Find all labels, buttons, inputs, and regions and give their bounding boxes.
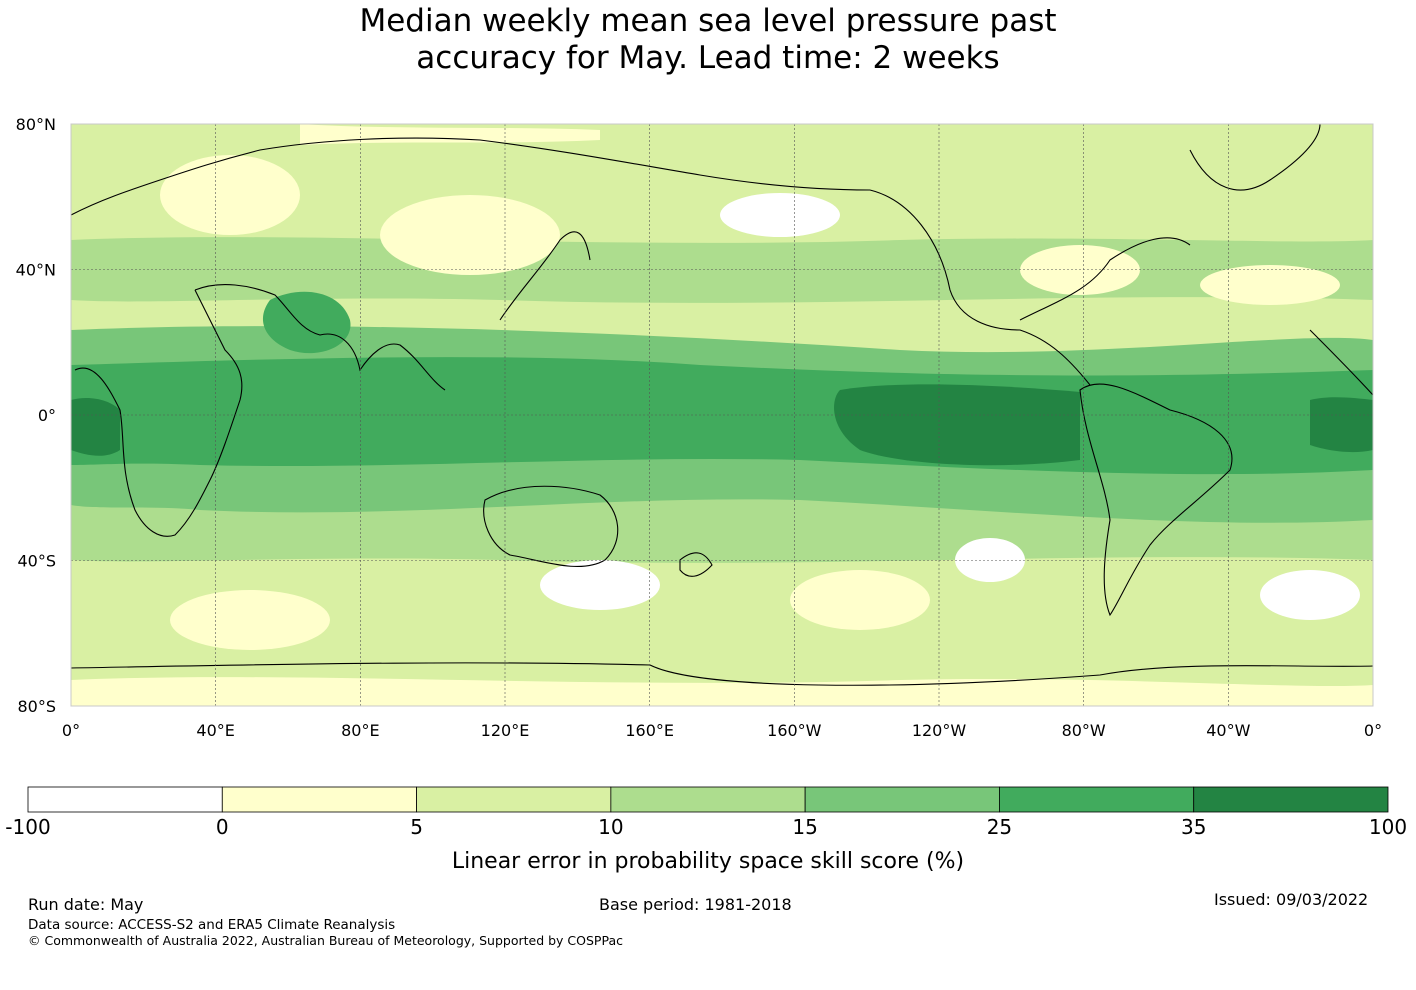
band-north — [71, 237, 1373, 303]
patch-southern-ocean-4 — [790, 570, 930, 630]
patch-southern-ocean-3 — [1260, 570, 1360, 620]
lon-label: 0° — [62, 721, 80, 740]
patch-north-atlantic — [1200, 265, 1340, 305]
lon-label: 40°E — [196, 721, 234, 740]
lat-label: 40°N — [16, 261, 56, 280]
colorbar-segment — [610, 786, 806, 813]
coastlines — [71, 124, 1373, 686]
patch-north-pacific — [720, 193, 840, 237]
lon-label: 80°E — [341, 721, 379, 740]
core-east-pacific — [834, 384, 1080, 466]
lon-label: 160°E — [625, 721, 674, 740]
lon-label: 0° — [1364, 721, 1382, 740]
colorbar-tick-label: 10 — [598, 815, 623, 839]
base-period: Base period: 1981-2018 — [599, 895, 792, 914]
patch-central-asia — [380, 195, 560, 275]
core-west-africa — [1310, 397, 1373, 453]
title-line-1: Median weekly mean sea level pressure pa… — [359, 3, 1057, 39]
coast-new-zealand — [679, 552, 713, 577]
colorbar-segment — [416, 786, 612, 813]
colorbar-segment — [999, 786, 1195, 813]
lat-label: 80°N — [16, 115, 56, 134]
patch-southern-ocean-1 — [540, 560, 660, 610]
colorbar-tick-label: 0 — [216, 815, 229, 839]
patch-southern-ocean-2 — [955, 538, 1025, 582]
colorbar-label: Linear error in probability space skill … — [452, 849, 964, 874]
lon-label: 120°E — [481, 721, 530, 740]
colorbar-tick-label: 15 — [792, 815, 817, 839]
issued-date: Issued: 09/03/2022 — [1214, 890, 1369, 909]
patch-europe — [160, 155, 300, 235]
run-date: Run date: May — [28, 895, 144, 914]
lon-label: 120°W — [912, 721, 967, 740]
colorbar — [27, 786, 1389, 813]
title-line-2: accuracy for May. Lead time: 2 weeks — [416, 40, 1000, 76]
coast-greenland — [1189, 124, 1321, 191]
skill-field — [71, 124, 1373, 706]
data-source: Data source: ACCESS-S2 and ERA5 Climate … — [28, 917, 396, 933]
coast-australia — [483, 485, 619, 567]
colorbar-segment — [27, 786, 223, 813]
lat-label: 80°S — [17, 697, 56, 716]
coast-west-north-america — [869, 189, 1091, 386]
map-frame — [70, 123, 1374, 707]
copyright: © Commonwealth of Australia 2022, Austra… — [28, 933, 623, 948]
lat-label: 0° — [38, 406, 56, 425]
coast-africa — [74, 289, 243, 537]
core-east-atlantic — [71, 398, 120, 456]
coast-west-africa-repeat — [1309, 329, 1373, 396]
colorbar-tick-label: 25 — [987, 815, 1012, 839]
coast-east-asia — [499, 231, 591, 321]
core-arabian-sea — [262, 291, 351, 354]
colorbar-tick-label: 35 — [1181, 815, 1206, 839]
gridlines — [71, 124, 1373, 706]
colorbar-segment — [1193, 786, 1389, 813]
patch-arctic — [300, 124, 600, 145]
patch-southern-ocean-5 — [170, 590, 330, 650]
colorbar-tick-labels: -100 0 5 10 15 25 35 100 — [5, 815, 1407, 839]
patch-north-america — [1020, 245, 1140, 295]
colorbar-tick-label: -100 — [5, 815, 50, 839]
lon-label: 160°W — [767, 721, 822, 740]
coast-south-america — [1079, 383, 1233, 617]
longitude-labels: 0° 40°E 80°E 120°E 160°E 160°W 120°W 80°W 40°W 0° — [62, 721, 1382, 740]
band-antarctic — [71, 677, 1373, 706]
colorbar-segment — [804, 786, 1000, 813]
lat-label: 40°S — [17, 552, 56, 571]
lon-label: 40°W — [1206, 721, 1250, 740]
lon-label: 80°W — [1062, 721, 1106, 740]
coast-south-asia — [194, 284, 446, 391]
coast-antarctica — [71, 662, 1373, 686]
colorbar-segment — [221, 786, 417, 813]
latitude-labels: 80°N 40°N 0° 40°S 80°S — [16, 115, 56, 716]
colorbar-tick-label: 5 — [410, 815, 423, 839]
coast-east-north-america — [1019, 237, 1191, 321]
coast-eurasia-north — [71, 137, 871, 216]
colorbar-tick-label: 100 — [1369, 815, 1407, 839]
